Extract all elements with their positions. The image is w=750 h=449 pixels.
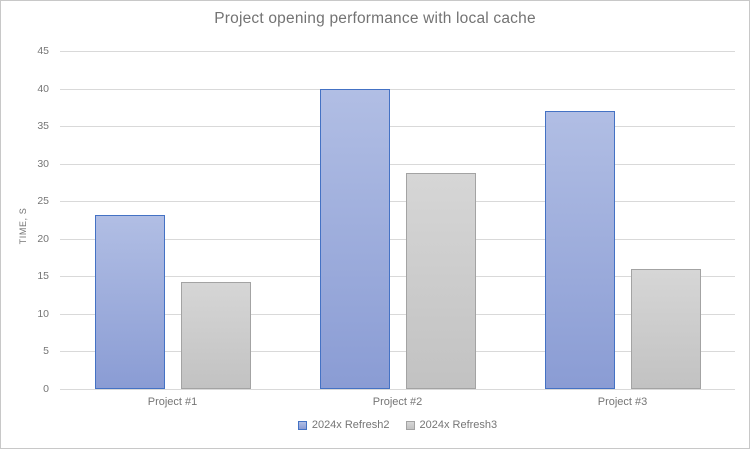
legend-swatch-icon: [405, 420, 415, 430]
gridline: [60, 126, 735, 127]
y-tick-label: 20: [37, 232, 49, 245]
x-axis-label: Project #3: [597, 395, 648, 408]
bar-2024x-refresh2-project-3: [544, 111, 615, 389]
bar-2024x-refresh2-project-1: [94, 214, 165, 389]
chart-title: Project opening performance with local c…: [214, 10, 536, 27]
legend-swatch-icon: [297, 420, 307, 430]
y-tick-label: 45: [37, 45, 49, 57]
gridline: [60, 313, 735, 315]
legend-item-2024x-refresh2: 2024x Refresh2: [297, 419, 390, 431]
y-tick-label: 15: [37, 270, 49, 282]
legend-label: 2024x Refresh2: [311, 419, 390, 431]
legend: 2024x Refresh2 2024x Refresh3: [60, 419, 735, 431]
y-tick-label: 25: [37, 195, 49, 207]
gridline: [60, 163, 735, 165]
gridline: [60, 351, 735, 352]
y-tick-label: 0: [43, 382, 49, 395]
y-tick-label: 40: [37, 82, 49, 95]
x-axis-label: Project #1: [147, 395, 198, 408]
gridline: [60, 88, 735, 90]
bar-2024x-refresh3-project-2: [405, 173, 476, 389]
gridline: [60, 276, 735, 277]
y-tick-label: 30: [37, 157, 49, 170]
gridline: [60, 51, 735, 52]
y-tick-label: 10: [37, 307, 49, 320]
y-tick-label: 5: [43, 345, 49, 357]
gridline: [60, 238, 735, 240]
y-tick-label: 35: [37, 120, 49, 132]
bar-2024x-refresh3-project-3: [630, 268, 701, 389]
bar-2024x-refresh2-project-2: [319, 88, 390, 389]
gridline: [60, 201, 735, 202]
legend-item-2024x-refresh3: 2024x Refresh3: [405, 419, 498, 431]
x-axis-label: Project #2: [372, 395, 423, 408]
gridline: [60, 388, 735, 390]
bar-2024x-refresh3-project-1: [180, 282, 251, 389]
legend-label: 2024x Refresh3: [419, 419, 498, 431]
